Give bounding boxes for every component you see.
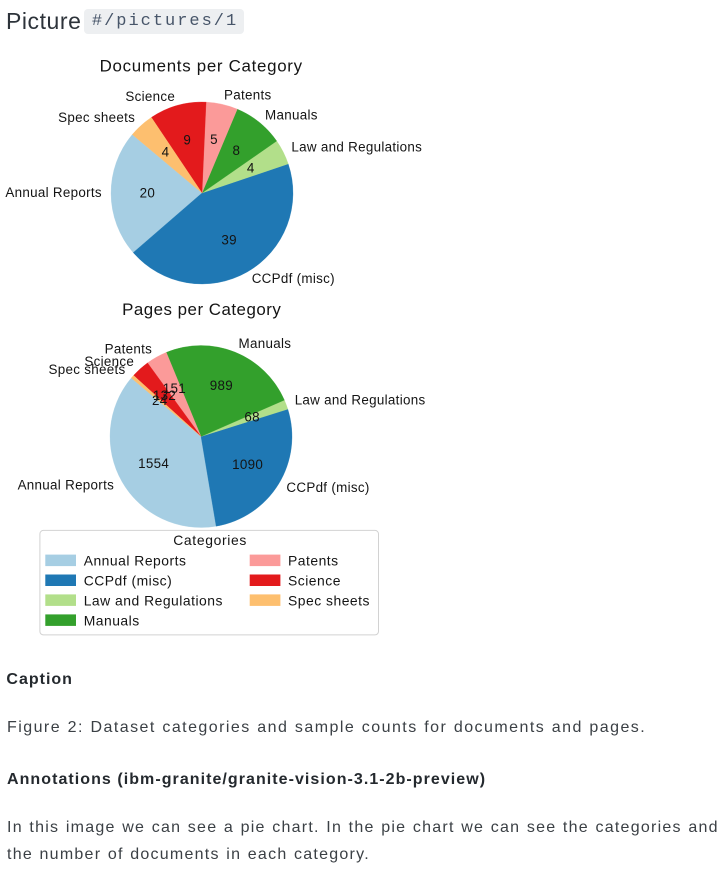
svg-text:132: 132 (153, 388, 176, 403)
svg-text:Science: Science (125, 89, 175, 104)
svg-text:Annual Reports: Annual Reports (5, 185, 102, 200)
svg-text:Law and Regulations: Law and Regulations (291, 139, 422, 154)
svg-text:20: 20 (140, 186, 156, 201)
svg-text:Pages per Category: Pages per Category (122, 300, 281, 319)
svg-text:4: 4 (247, 161, 255, 176)
svg-text:Patents: Patents (105, 341, 153, 356)
svg-text:Spec sheets: Spec sheets (288, 592, 370, 608)
svg-text:Manuals: Manuals (239, 336, 292, 351)
svg-text:CCPdf (misc): CCPdf (misc) (286, 480, 369, 495)
svg-text:24: 24 (152, 393, 168, 408)
svg-text:Spec sheets: Spec sheets (58, 110, 135, 125)
svg-text:68: 68 (244, 410, 260, 425)
svg-text:Documents per Category: Documents per Category (100, 57, 303, 76)
svg-text:Science: Science (84, 354, 134, 369)
svg-text:Patents: Patents (224, 88, 272, 103)
svg-text:9: 9 (183, 133, 191, 148)
svg-text:CCPdf (misc): CCPdf (misc) (84, 572, 173, 588)
svg-text:Science: Science (288, 572, 341, 588)
svg-text:5: 5 (210, 132, 218, 147)
svg-text:Spec sheets: Spec sheets (49, 362, 126, 377)
svg-text:Categories: Categories (173, 532, 247, 548)
svg-text:4: 4 (162, 145, 170, 160)
svg-text:Patents: Patents (288, 553, 339, 569)
svg-text:Annual Reports: Annual Reports (18, 478, 115, 493)
svg-text:Law and Regulations: Law and Regulations (295, 393, 426, 408)
svg-text:Manuals: Manuals (265, 107, 318, 122)
svg-text:1090: 1090 (232, 457, 263, 472)
svg-text:39: 39 (221, 233, 237, 248)
svg-text:CCPdf (misc): CCPdf (misc) (252, 271, 335, 286)
svg-text:989: 989 (210, 378, 233, 393)
svg-text:Annual Reports: Annual Reports (84, 553, 187, 569)
svg-text:Law and Regulations: Law and Regulations (84, 592, 223, 608)
svg-text:151: 151 (163, 381, 186, 396)
svg-text:Manuals: Manuals (84, 612, 140, 628)
svg-text:8: 8 (233, 143, 241, 158)
svg-text:1554: 1554 (138, 456, 169, 471)
